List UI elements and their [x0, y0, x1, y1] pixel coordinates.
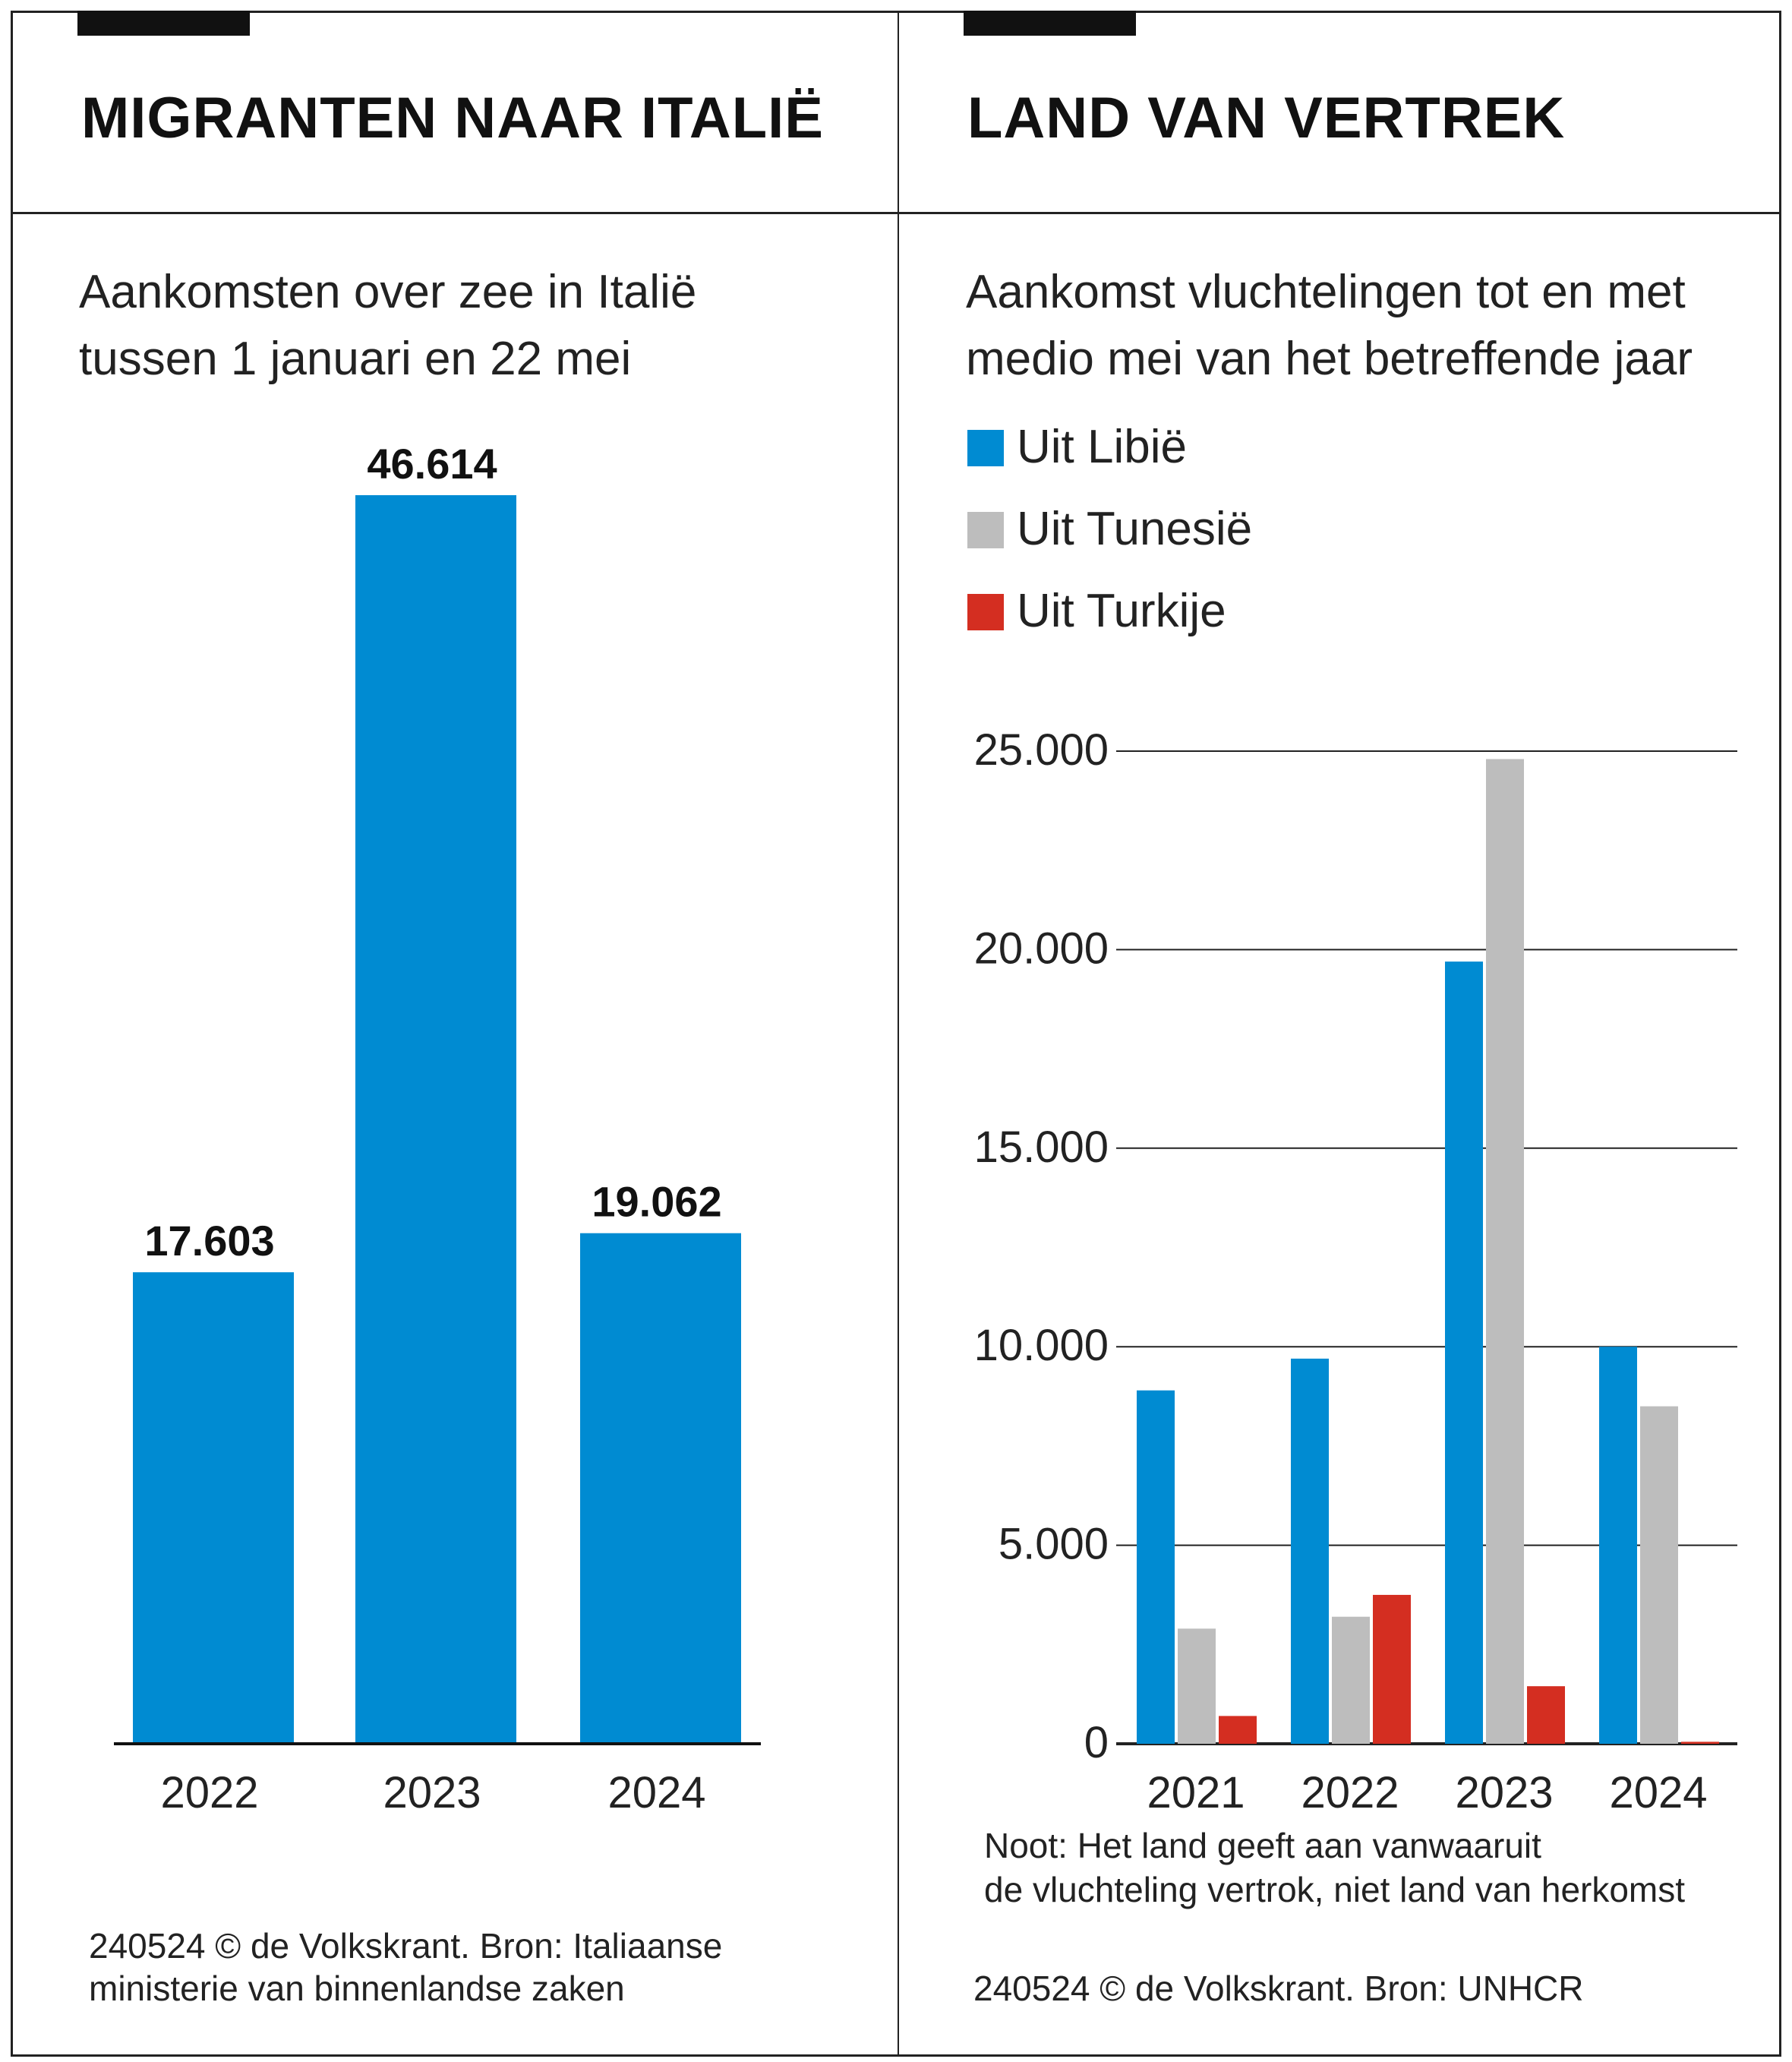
y-tick-label-5000: 5.000 [999, 1520, 1109, 1569]
bar-2021-libie [1137, 1390, 1175, 1744]
x-tick-label-2024: 2024 [607, 1768, 705, 1817]
y-tick-label-20000: 20.000 [974, 924, 1109, 973]
y-tick-label-0: 0 [1084, 1718, 1109, 1767]
legend-label: Uit Libië [1017, 421, 1187, 473]
data-label-2024: 19.062 [592, 1178, 721, 1226]
bar-2023 [355, 495, 516, 1744]
y-tick-label-15000: 15.000 [974, 1123, 1109, 1172]
source-line1: 240524 © de Volkskrant. Bron: Italiaanse [89, 1926, 723, 1966]
header-right: LAND VAN VERTREK [899, 11, 1779, 214]
x-tick-label-2023: 2023 [1455, 1768, 1553, 1817]
bar-2021-turkije [1219, 1716, 1257, 1744]
header-accent-bar [964, 11, 1136, 36]
panel-migranten: MIGRANTEN NAAR ITALIË Aankomsten over ze… [11, 11, 899, 2057]
chart-subtitle-line1: Aankomsten over zee in Italië [79, 266, 697, 318]
x-tick-label-2024: 2024 [1609, 1768, 1707, 1817]
chart-subtitle-line2: medio mei van het betreffende jaar [966, 333, 1693, 385]
panel-title: LAND VAN VERTREK [967, 86, 1566, 150]
note-line2: de vluchteling vertrok, niet land van he… [984, 1870, 1686, 1909]
x-tick-label-2021: 2021 [1147, 1768, 1245, 1817]
chart-subtitle-line1: Aankomst vluchtelingen tot en met [966, 266, 1686, 318]
legend-label: Uit Turkije [1017, 585, 1226, 637]
legend-label: Uit Tunesië [1017, 503, 1253, 555]
bar-2023-tunesie [1486, 759, 1524, 1744]
x-tick-label-2023: 2023 [383, 1768, 481, 1817]
legend-swatch-libie [967, 430, 1004, 466]
bar-2022-libie [1291, 1358, 1329, 1744]
x-tick-label-2022: 2022 [160, 1768, 258, 1817]
source-line: 240524 © de Volkskrant. Bron: UNHCR [973, 1969, 1584, 2008]
data-label-2022: 17.603 [144, 1217, 274, 1265]
panel-land-van-vertrek: LAND VAN VERTREK Aankomst vluchtelingen … [898, 11, 1781, 2057]
bar-2024 [580, 1233, 741, 1744]
bar-2023-libie [1445, 962, 1483, 1744]
y-tick-label-25000: 25.000 [974, 725, 1109, 775]
bar-2022-tunesie [1332, 1616, 1370, 1744]
x-tick-label-2022: 2022 [1301, 1768, 1399, 1817]
bar-2022 [133, 1272, 294, 1744]
source-line2: ministerie van binnenlandse zaken [89, 1969, 625, 2008]
data-label-2023: 46.614 [367, 440, 497, 488]
bar-2021-tunesie [1178, 1628, 1216, 1744]
bar-2024-libie [1599, 1347, 1637, 1744]
panel-title: MIGRANTEN NAAR ITALIË [81, 86, 824, 150]
y-tick-label-10000: 10.000 [974, 1321, 1109, 1370]
bar-2024-tunesie [1640, 1406, 1678, 1744]
bar-2022-turkije [1373, 1594, 1411, 1744]
header-left: MIGRANTEN NAAR ITALIË [13, 11, 898, 214]
legend-swatch-turkije [967, 594, 1004, 630]
header-accent-bar [77, 11, 250, 36]
bar-2024-turkije [1681, 1741, 1719, 1744]
bar-2023-turkije [1527, 1686, 1565, 1744]
legend-swatch-tunesie [967, 512, 1004, 548]
chart-subtitle-line2: tussen 1 januari en 22 mei [79, 333, 632, 385]
note-line1: Noot: Het land geeft aan vanwaaruit [984, 1826, 1541, 1865]
